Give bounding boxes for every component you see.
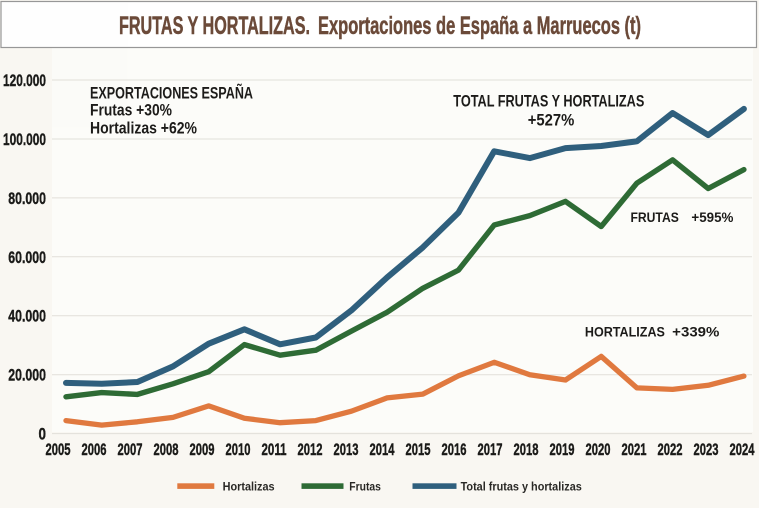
- svg-text:Hortalizas: Hortalizas: [223, 480, 275, 494]
- svg-text:2011: 2011: [262, 441, 287, 459]
- svg-text:FRUTAS: FRUTAS: [631, 210, 679, 226]
- svg-text:2013: 2013: [334, 441, 359, 459]
- svg-text:20.000: 20.000: [8, 366, 46, 385]
- svg-text:100.000: 100.000: [3, 130, 46, 149]
- svg-text:40.000: 40.000: [8, 307, 46, 326]
- svg-text:FRUTAS Y HORTALIZAS.: FRUTAS Y HORTALIZAS.: [119, 12, 310, 40]
- svg-text:Total frutas y hortalizas: Total frutas y hortalizas: [461, 480, 582, 494]
- svg-text:120.000: 120.000: [3, 71, 46, 90]
- svg-text:60.000: 60.000: [8, 248, 46, 267]
- svg-text:+595%: +595%: [691, 210, 733, 226]
- svg-text:2012: 2012: [298, 441, 323, 459]
- svg-text:EXPORTACIONES ESPAÑA: EXPORTACIONES ESPAÑA: [90, 82, 253, 102]
- svg-text:2014: 2014: [370, 441, 396, 459]
- svg-text:Hortalizas +62%: Hortalizas +62%: [90, 118, 197, 137]
- svg-text:2017: 2017: [478, 441, 503, 459]
- svg-text:80.000: 80.000: [8, 189, 46, 208]
- svg-text:2019: 2019: [550, 441, 575, 459]
- svg-text:Frutas: Frutas: [349, 480, 381, 494]
- svg-text:2024: 2024: [730, 441, 756, 459]
- svg-text:Frutas +30%: Frutas +30%: [90, 101, 172, 120]
- svg-text:2006: 2006: [82, 441, 107, 459]
- svg-text:2020: 2020: [586, 441, 611, 459]
- svg-text:2022: 2022: [658, 441, 683, 459]
- svg-text:2023: 2023: [694, 441, 719, 459]
- svg-text:2016: 2016: [442, 441, 467, 459]
- svg-text:2018: 2018: [514, 441, 539, 459]
- svg-text:Exportaciones de España a Marr: Exportaciones de España a Marruecos (t): [318, 12, 641, 40]
- svg-text:2021: 2021: [622, 441, 647, 459]
- svg-text:2010: 2010: [226, 441, 251, 459]
- svg-text:+339%: +339%: [672, 324, 720, 340]
- svg-text:2015: 2015: [406, 441, 431, 459]
- svg-text:+527%: +527%: [528, 112, 575, 130]
- svg-text:0: 0: [39, 425, 47, 444]
- svg-text:2008: 2008: [154, 441, 179, 459]
- svg-text:2005: 2005: [46, 441, 71, 459]
- svg-text:TOTAL FRUTAS Y HORTALIZAS: TOTAL FRUTAS Y HORTALIZAS: [453, 93, 644, 111]
- svg-text:HORTALIZAS: HORTALIZAS: [585, 324, 665, 340]
- svg-text:2007: 2007: [118, 441, 143, 459]
- svg-text:2009: 2009: [190, 441, 215, 459]
